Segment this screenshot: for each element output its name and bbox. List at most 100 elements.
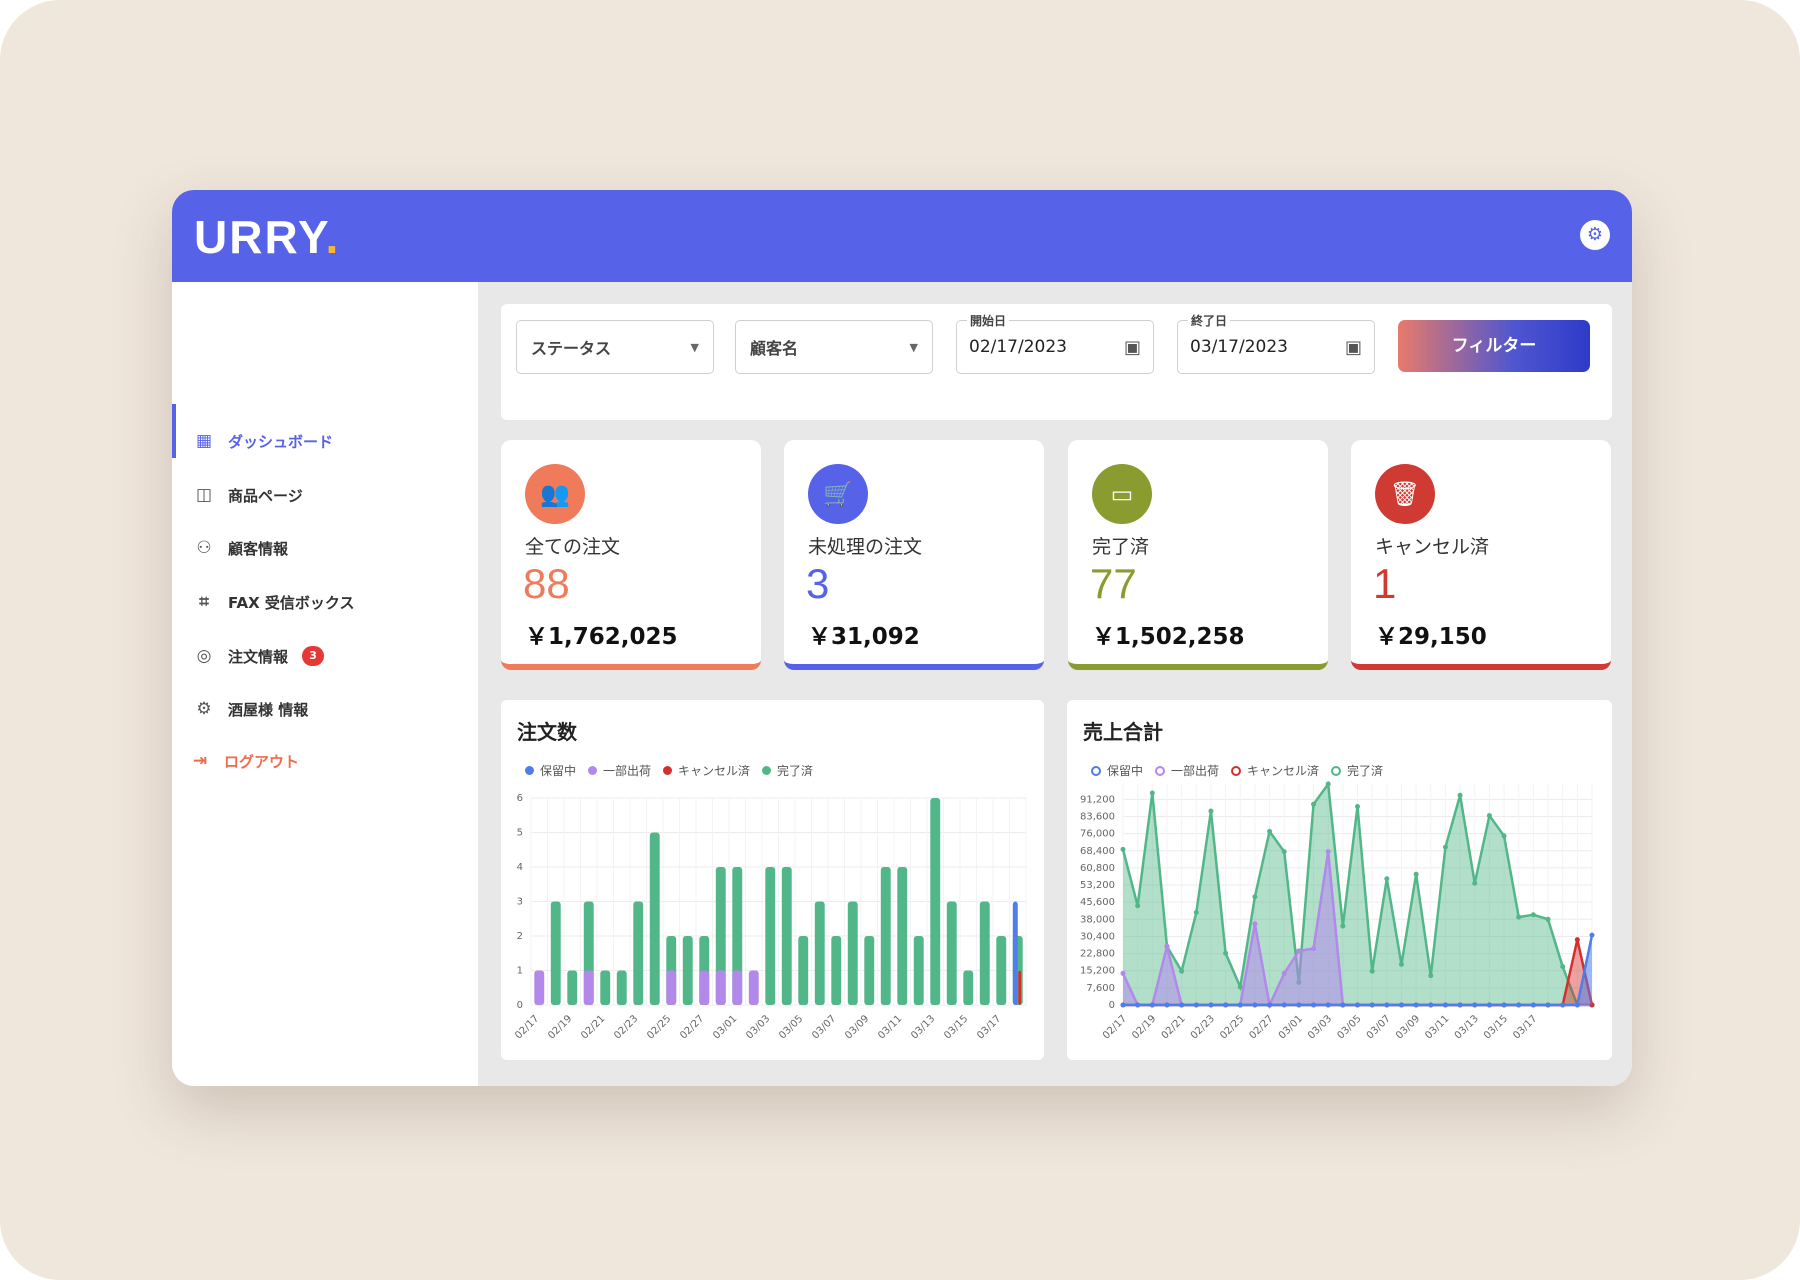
legend-item[interactable]: 保留中 [525, 762, 576, 779]
crop-icon: ⌗ [199, 592, 209, 612]
card-amount: ￥1,762,025 [525, 624, 678, 650]
bar [666, 970, 677, 1005]
stat-card-pending-orders[interactable]: 🛒 未処理の注文 3 ￥31,092 [784, 440, 1044, 670]
x-tick-label: 03/09 [1394, 1013, 1422, 1041]
y-tick-label: 38,000 [1080, 914, 1115, 925]
data-point [1516, 914, 1522, 920]
data-point [1457, 1002, 1463, 1008]
data-point [1472, 1002, 1478, 1008]
stat-card-completed[interactable]: ▭ 完了済 77 ￥1,502,258 [1068, 440, 1328, 670]
x-tick-label: 03/15 [942, 1013, 970, 1041]
legend-item[interactable]: 一部出荷 [588, 762, 651, 779]
data-point [1296, 1002, 1302, 1008]
x-tick-label: 03/13 [909, 1013, 937, 1041]
customer-select-label: 顧客名 [750, 339, 799, 358]
sidebar-item-products[interactable]: ◫ 商品ページ [194, 480, 303, 510]
data-point [1281, 849, 1287, 855]
stat-card-cancelled[interactable]: 🗑 キャンセル済 1 ￥29,150 [1351, 440, 1611, 670]
sidebar-item-dashboard[interactable]: ▦ ダッシュボード [194, 426, 333, 456]
y-tick-label: 15,200 [1080, 966, 1115, 977]
x-tick-label: 02/27 [678, 1013, 706, 1041]
status-select-label: ステータス [531, 339, 612, 358]
x-tick-label: 03/15 [1482, 1013, 1510, 1041]
y-tick-label: 6 [517, 793, 523, 804]
chart-legend: 保留中 一部出荷 キャンセル済 完了済 [1091, 762, 1383, 779]
bar [567, 970, 578, 1005]
card-amount: ￥1,502,258 [1092, 624, 1245, 650]
bar [732, 867, 743, 1005]
data-point [1193, 910, 1199, 916]
x-tick-label: 02/25 [1218, 1013, 1246, 1041]
gear-icon[interactable]: ⚙ [1580, 220, 1610, 250]
data-point [1355, 804, 1360, 810]
sidebar-item-fax[interactable]: ⌗ FAX 受信ボックス [194, 587, 354, 617]
x-tick-label: 03/01 [1277, 1013, 1305, 1041]
data-point [1384, 876, 1390, 882]
area-fill [1123, 851, 1592, 1005]
sidebar-item-liquor-store[interactable]: ⚙ 酒屋様 情報 [194, 694, 308, 724]
data-point [1164, 1002, 1170, 1008]
x-tick-label: 03/17 [975, 1013, 1003, 1041]
legend-item[interactable]: キャンセル済 [1231, 762, 1319, 779]
x-tick-label: 02/23 [612, 1013, 640, 1041]
data-point [1193, 1002, 1199, 1008]
legend-item[interactable]: 完了済 [762, 762, 813, 779]
data-point [1252, 921, 1258, 927]
y-tick-label: 45,600 [1080, 897, 1115, 908]
data-point [1237, 1002, 1243, 1008]
sidebar-item-customers[interactable]: ⚇ 顧客情報 [194, 533, 288, 563]
sidebar-item-label: FAX 受信ボックス [228, 593, 355, 612]
data-point [1501, 833, 1507, 839]
x-tick-label: 03/07 [810, 1013, 838, 1041]
bar [732, 970, 743, 1005]
stat-card-all-orders[interactable]: 👥 全ての注文 88 ￥1,762,025 [501, 440, 761, 670]
x-tick-label: 03/17 [1511, 1013, 1539, 1041]
status-select[interactable]: ステータス ▼ [516, 320, 714, 374]
data-point [1530, 912, 1536, 918]
bar [814, 901, 825, 1005]
legend-item[interactable]: 一部出荷 [1155, 762, 1219, 779]
sidebar-item-logout[interactable]: ⇥ ログアウト [190, 746, 299, 776]
customer-select[interactable]: 顧客名 ▼ [735, 320, 933, 374]
data-point [1252, 894, 1258, 900]
calendar-icon[interactable]: ▣ [1123, 336, 1141, 358]
data-point [1472, 880, 1478, 886]
legend-item[interactable]: 完了済 [1331, 762, 1383, 779]
sales-area-chart: 0 7,600 15,200 22,800 30,400 38,000 45,600 53,2… [1080, 780, 1595, 1042]
data-point [1281, 970, 1287, 976]
card-label: キャンセル済 [1375, 536, 1490, 558]
bar [1012, 901, 1018, 1005]
x-tick-label: 02/19 [546, 1013, 574, 1041]
data-point [1574, 937, 1580, 943]
data-point [1135, 1002, 1141, 1008]
chart-legend: 保留中 一部出荷 キャンセル済 完了済 [525, 762, 813, 779]
bar [847, 901, 858, 1005]
data-point [1516, 1002, 1522, 1008]
filter-button[interactable]: フィルター [1398, 320, 1590, 372]
y-tick-label: 5 [517, 828, 523, 839]
card-count: 88 [523, 560, 570, 607]
card-count: 1 [1373, 560, 1397, 607]
data-point [1325, 849, 1331, 855]
calendar-icon[interactable]: ▣ [1344, 336, 1362, 358]
bar [715, 867, 726, 1005]
card-label: 全ての注文 [525, 536, 621, 558]
legend-item[interactable]: キャンセル済 [663, 762, 750, 779]
end-date-field[interactable]: 終了日 03/17/2023 ▣ [1177, 312, 1375, 374]
app-logo[interactable]: URRY. [194, 211, 341, 263]
data-point [1267, 1002, 1273, 1008]
chevron-down-icon: ▼ [909, 340, 918, 354]
chart-title: 売上合計 [1083, 720, 1163, 744]
bar [600, 970, 611, 1005]
bar [1018, 970, 1022, 1005]
legend-item[interactable]: 保留中 [1091, 762, 1143, 779]
data-point [1442, 844, 1448, 850]
x-tick-label: 03/03 [744, 1013, 772, 1041]
start-date-field[interactable]: 開始日 02/17/2023 ▣ [956, 312, 1154, 374]
y-tick-label: 76,000 [1080, 829, 1115, 840]
y-tick-label: 30,400 [1080, 931, 1115, 942]
data-point [1120, 1002, 1126, 1008]
sidebar-item-orders[interactable]: ◎ 注文情報 3 [194, 641, 325, 671]
x-tick-label: 03/09 [843, 1013, 871, 1041]
data-point [1369, 1002, 1375, 1008]
